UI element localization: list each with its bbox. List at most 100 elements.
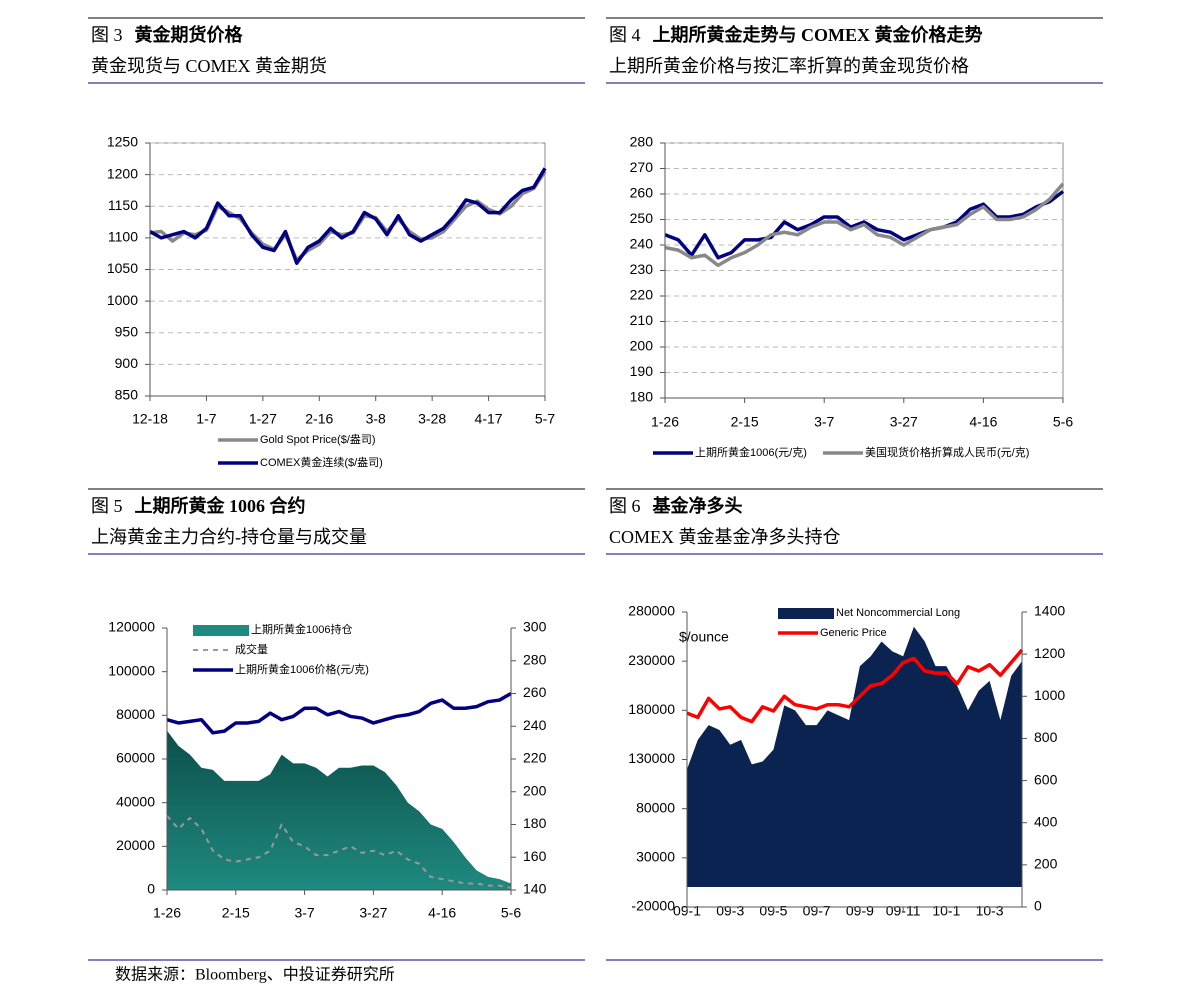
x-tick-label: 4-17 (475, 411, 503, 427)
x-tick-label: 4-16 (428, 905, 456, 921)
y-tick-label: 220 (630, 287, 654, 303)
y2-tick-label: 200 (1034, 856, 1058, 872)
figure-title: 上期所黄金 1006 合约 (135, 495, 306, 516)
y-tick-label: 60000 (116, 750, 155, 766)
legend-label: 成交量 (235, 642, 268, 656)
y-tick-label: 260 (630, 185, 654, 201)
y-tick-label: 120000 (108, 619, 155, 635)
y2-tick-label: 400 (1034, 813, 1058, 829)
y-tick-label: 270 (630, 159, 654, 175)
y2-tick-label: 1200 (1034, 645, 1065, 661)
y-tick-label: 190 (630, 363, 654, 379)
legend-label: 上期所黄金1006(元/克) (695, 445, 807, 459)
figure-subtitle: COMEX 黄金基金净多头持仓 (609, 527, 841, 547)
y-tick-label: 180000 (628, 701, 675, 717)
y-tick-label: 1100 (108, 229, 138, 245)
y-tick-label: 80000 (116, 706, 155, 722)
y2-tick-label: 200 (523, 782, 547, 798)
x-tick-label: 1-27 (249, 411, 277, 427)
y2-tick-label: 300 (523, 619, 547, 635)
x-tick-label: 2-15 (222, 905, 250, 921)
area (167, 730, 511, 890)
legend-swatch (193, 625, 249, 636)
x-tick-label: 5-7 (535, 411, 555, 427)
line (149, 170, 547, 262)
y2-tick-label: 220 (523, 750, 547, 766)
y-tick-label: 250 (630, 210, 654, 226)
y2-tick-label: 140 (523, 881, 547, 897)
y-tick-label: 1050 (107, 260, 138, 276)
figure-title: 基金净多头 (652, 495, 743, 516)
figure-label: 图 5 (91, 496, 123, 516)
x-tick-label: 5-6 (1053, 414, 1073, 430)
x-tick-label: 1-26 (153, 905, 181, 921)
line (149, 167, 547, 265)
y-tick-label: 0 (147, 881, 155, 897)
y-tick-label: 80000 (636, 799, 675, 815)
legend-label: Net Noncommercial Long (836, 607, 960, 619)
y-tick-label: 230 (630, 261, 654, 277)
figure-subtitle: 上期所黄金价格与按汇率折算的黄金现货价格 (609, 56, 969, 76)
y-tick-label: 130000 (628, 750, 675, 766)
y-tick-label: 1000 (107, 292, 138, 308)
y-tick-label: 900 (115, 355, 139, 371)
x-tick-label: 1-26 (651, 414, 679, 430)
y2-tick-label: 160 (523, 848, 547, 864)
y2-tick-label: 1400 (1034, 603, 1065, 619)
x-tick-label: 3-27 (359, 905, 387, 921)
y-tick-label: 40000 (116, 793, 155, 809)
y-tick-label: 850 (115, 387, 139, 403)
legend-label: 上期所黄金1006价格(元/克) (235, 662, 369, 676)
legend-label: 美国现货价格折算成人民币(元/克) (865, 445, 1029, 459)
legend-label: Generic Price (820, 627, 887, 639)
y2-tick-label: 600 (1034, 771, 1058, 787)
legend-label: Gold Spot Price($/盎司) (260, 432, 376, 446)
x-tick-label: 3-7 (814, 414, 834, 430)
legend-swatch (778, 608, 834, 619)
y-tick-label: -20000 (631, 898, 675, 914)
line (664, 190, 1065, 260)
legend-label: 上期所黄金1006持仓 (251, 622, 352, 636)
figure-title: 黄金期货价格 (135, 24, 244, 45)
y2-tick-label: 0 (1034, 898, 1042, 914)
x-tick-label: 2-15 (731, 414, 759, 430)
y-tick-label: 30000 (636, 849, 675, 865)
y-tick-label: 1250 (107, 134, 138, 150)
y2-tick-label: 1000 (1034, 687, 1065, 703)
y-tick-label: 240 (630, 236, 654, 252)
legend-label: COMEX黄金连续($/盎司) (260, 455, 383, 469)
figure-subtitle: 上海黄金主力合约-持仓量与成交量 (91, 527, 367, 547)
source: 数据来源：Bloomberg、中投证券研究所 (115, 966, 395, 984)
y-tick-label: 1150 (108, 197, 138, 213)
y-tick-label: 280 (630, 134, 654, 150)
y2-tick-label: 280 (523, 651, 547, 667)
line (166, 691, 512, 735)
x-tick-label: 3-8 (366, 411, 386, 427)
y2-tick-label: 260 (523, 684, 547, 700)
line (664, 182, 1065, 268)
figure-title: 上期所黄金走势与 COMEX 黄金价格走势 (653, 24, 983, 45)
x-tick-label: 3-7 (294, 905, 314, 921)
x-tick-label: 5-6 (501, 905, 521, 921)
y-tick-label: 280000 (628, 603, 675, 619)
x-tick-label: 3-28 (418, 411, 446, 427)
area (687, 626, 1022, 887)
x-tick-label: 4-16 (969, 414, 997, 430)
y2-tick-label: 180 (523, 815, 547, 831)
figure-label: 图 6 (609, 496, 641, 516)
y-tick-label: 200 (630, 338, 654, 354)
y-tick-label: 950 (115, 323, 139, 339)
line (686, 648, 1024, 724)
y2-tick-label: 240 (523, 717, 547, 733)
y-tick-label: 1200 (107, 165, 138, 181)
y-tick-label: 180 (630, 389, 654, 405)
x-tick-label: 1-7 (196, 411, 216, 427)
y2-tick-label: 800 (1034, 729, 1058, 745)
x-tick-label: 2-16 (305, 411, 333, 427)
x-tick-label: 3-27 (890, 414, 918, 430)
x-tick-label: 12-18 (132, 411, 168, 427)
y-tick-label: 230000 (628, 652, 675, 668)
figure-label: 图 4 (609, 25, 641, 45)
y-tick-label: 20000 (116, 837, 155, 853)
